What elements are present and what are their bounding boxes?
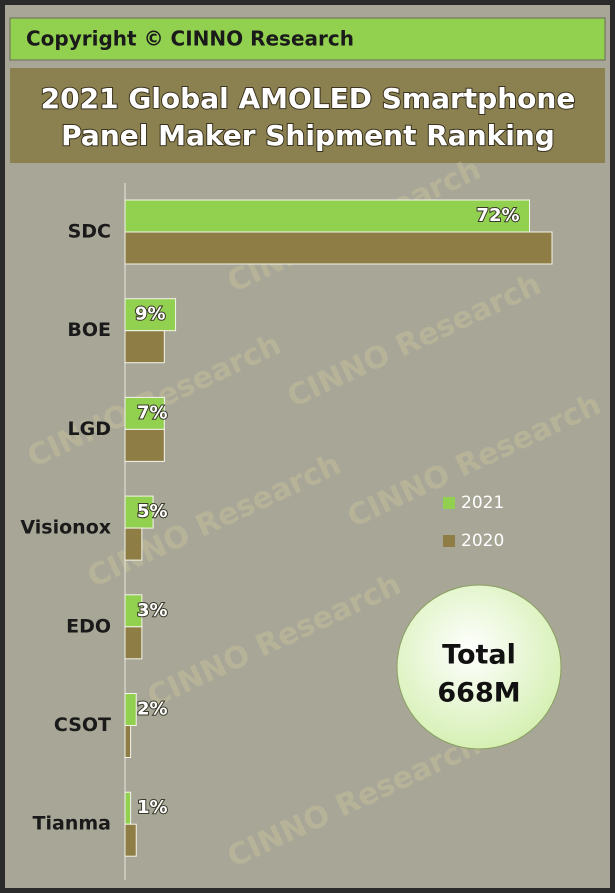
bar <box>124 495 154 529</box>
category-label: Tianma <box>33 813 111 835</box>
bar <box>124 823 137 857</box>
bar <box>124 428 165 462</box>
value-label: 72% <box>476 205 519 226</box>
category-label: EDO <box>66 615 111 637</box>
total-circle <box>396 584 562 750</box>
value-label: 7% <box>137 402 168 423</box>
header-bar <box>9 17 606 61</box>
bar <box>124 725 132 758</box>
value-label: 1% <box>137 797 168 818</box>
value-label: 5% <box>137 501 168 522</box>
bar <box>124 298 177 332</box>
bar <box>124 527 143 561</box>
category-label: CSOT <box>54 714 111 736</box>
category-label: SDC <box>68 221 111 243</box>
value-label: 9% <box>135 304 166 325</box>
bar <box>124 791 132 825</box>
bar <box>124 626 143 660</box>
copyright: Copyright © CINNO Research <box>26 27 354 51</box>
chart-title: 2021 Global AMOLED Smartphone <box>41 82 576 115</box>
bar <box>124 231 553 265</box>
category-label: BOE <box>67 319 111 341</box>
bar <box>124 330 165 364</box>
legend-label: 2020 <box>461 531 504 551</box>
legend-swatch <box>443 535 455 547</box>
legend-label: 2021 <box>461 493 504 513</box>
legend-swatch <box>443 497 455 509</box>
total-value: 668M <box>437 678 520 709</box>
chart-subtitle: Panel Maker Shipment Ranking <box>61 119 555 152</box>
bar <box>124 693 137 726</box>
total-label: Total <box>442 640 516 671</box>
category-label: LGD <box>68 418 111 440</box>
title-bar <box>10 68 605 163</box>
value-label: 2% <box>137 699 168 720</box>
value-label: 3% <box>137 600 168 621</box>
bar <box>124 199 531 233</box>
category-label: Visionox <box>20 517 111 539</box>
